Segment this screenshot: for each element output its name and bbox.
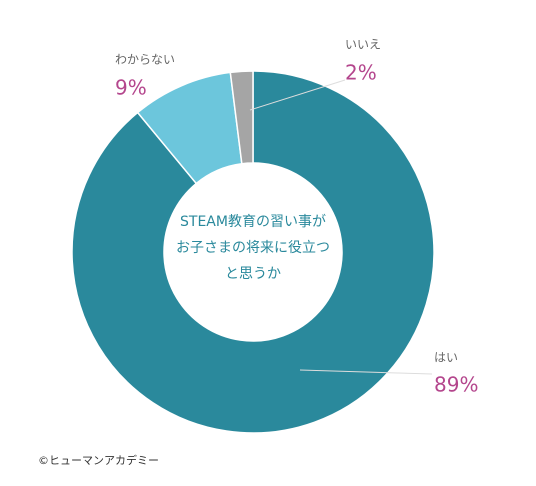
category-label: わからない [115,53,175,67]
value-label: 9% [115,76,147,100]
leader-line [299,369,433,375]
leader-line [249,79,346,111]
center-text: と思うか [225,266,281,282]
donut-slice [71,70,435,434]
value-label: 2% [345,61,377,85]
category-label: いいえ [345,38,381,52]
center-text: お子さまの将来に役立つ [176,240,330,256]
donut-slice [229,70,254,165]
category-label: はい [434,351,458,365]
source: ©ヒューマンアカデミー [38,453,159,467]
center-text: STEAM教育の習い事が [180,214,326,230]
value-label: 89% [434,373,478,397]
